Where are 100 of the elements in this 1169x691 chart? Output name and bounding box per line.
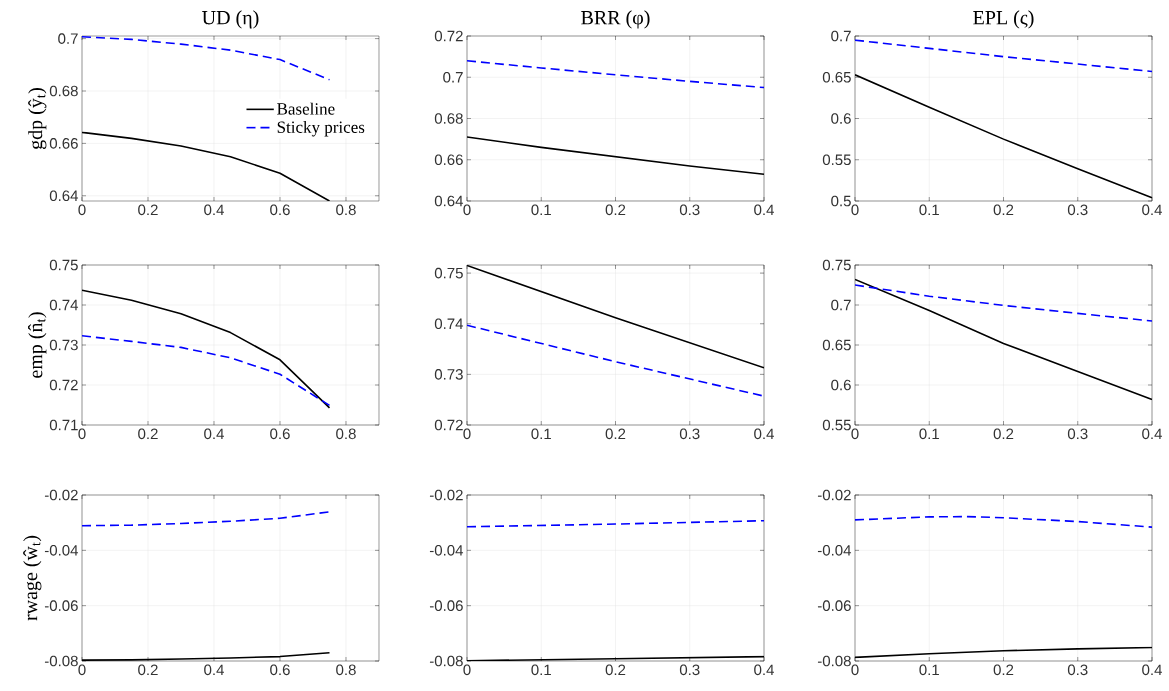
x-tick-label: 0.4 — [754, 664, 774, 676]
y-tick-label: -0.04 — [429, 545, 464, 556]
y-tick-label: 0.73 — [434, 369, 463, 380]
y-axis-title: rwage (ŵ$_{t}$) — [23, 535, 42, 621]
x-tick-label: 0.4 — [754, 428, 774, 440]
x-tick-label: 0.3 — [679, 204, 700, 216]
x-tick-label: 0.4 — [1142, 428, 1162, 440]
x-tick-label: 0.3 — [1067, 204, 1088, 216]
y-tick-label: 0.6 — [831, 379, 851, 391]
x-tick-label: 0.3 — [679, 428, 700, 440]
line-series — [82, 335, 331, 407]
y-tick-label: 0.7 — [58, 33, 78, 44]
x-tick-label: 0 — [851, 664, 859, 676]
y-tick-label: 0.72 — [49, 379, 78, 391]
x-tick-label: 0.1 — [919, 204, 939, 216]
x-tick-label: 0.2 — [138, 204, 158, 216]
x-tick-label: 0.8 — [336, 204, 356, 216]
x-tick-label: 0.6 — [270, 204, 290, 216]
y-tick-label: -0.02 — [429, 489, 463, 501]
y-axis-title: emp (n̂$_{t}$) — [28, 312, 47, 378]
y-tick-label: 0.66 — [49, 138, 78, 149]
y-tick-label: 0.72 — [434, 419, 463, 431]
y-tick-label: 0.6 — [831, 113, 851, 124]
x-tick-label: 0 — [78, 664, 86, 676]
x-tick-label: 0.4 — [754, 204, 774, 216]
y-tick-label: -0.08 — [44, 655, 78, 667]
x-tick-label: 0.3 — [1067, 664, 1088, 676]
x-tick-label: 0.2 — [138, 664, 158, 676]
y-tick-label: 0.5 — [831, 195, 851, 207]
y-tick-label: 0.64 — [49, 190, 79, 202]
x-tick-label: 0.8 — [336, 428, 356, 440]
x-tick-label: 0 — [463, 428, 471, 440]
line-series — [855, 39, 1153, 73]
x-tick-label: 0.6 — [270, 664, 290, 676]
x-tick-label: 0.4 — [1142, 664, 1162, 676]
line-series — [82, 36, 331, 81]
legend-label: Sticky prices — [277, 121, 365, 137]
y-tick-label: 0.74 — [49, 299, 79, 311]
y-tick-label: 0.74 — [434, 318, 464, 330]
x-tick-label: 0.4 — [204, 664, 224, 676]
x-tick-label: 0.1 — [531, 428, 551, 440]
x-tick-label: 0.2 — [993, 428, 1014, 440]
x-tick-label: 0.2 — [993, 204, 1014, 216]
line-series — [855, 515, 1153, 528]
y-tick-label: 0.7 — [831, 30, 851, 42]
y-tick-label: 0.7 — [831, 299, 851, 311]
y-tick-label: -0.04 — [44, 545, 79, 556]
y-tick-label: -0.06 — [429, 600, 463, 611]
line-series — [82, 511, 331, 527]
y-tick-label: -0.06 — [817, 600, 851, 611]
x-tick-label: 0 — [851, 204, 859, 216]
x-tick-label: 0.3 — [679, 664, 700, 676]
x-tick-label: 0.2 — [993, 664, 1014, 676]
chart-title: BRR (φ) — [581, 10, 650, 29]
y-tick-label: 0.72 — [434, 30, 463, 42]
y-tick-label: 0.75 — [434, 267, 463, 279]
y-tick-label: 0.71 — [49, 419, 78, 431]
y-tick-label: -0.02 — [44, 489, 78, 501]
y-tick-label: 0.66 — [434, 154, 463, 166]
legend-label: Baseline — [277, 102, 335, 115]
x-tick-label: 0 — [463, 664, 471, 676]
x-tick-label: 0.8 — [336, 664, 356, 676]
x-tick-label: 0.1 — [531, 204, 551, 216]
line-series — [467, 59, 765, 89]
y-tick-label: 0.75 — [49, 259, 78, 271]
y-tick-label: -0.06 — [44, 600, 78, 611]
y-tick-label: 0.68 — [49, 85, 78, 97]
y-tick-label: 0.55 — [822, 154, 851, 166]
line-series — [855, 284, 1153, 322]
x-tick-label: 0 — [78, 428, 86, 440]
chart-title: UD (η) — [202, 10, 259, 29]
y-tick-label: -0.08 — [429, 655, 463, 667]
y-tick-label: 0.73 — [49, 339, 78, 351]
y-tick-label: 0.55 — [822, 419, 851, 431]
x-tick-label: 0.1 — [531, 664, 551, 676]
y-tick-label: 0.65 — [822, 339, 851, 351]
y-tick-label: -0.02 — [817, 489, 851, 501]
y-tick-label: 0.64 — [434, 195, 464, 207]
x-tick-label: 0.4 — [204, 428, 224, 440]
x-tick-label: 0.2 — [605, 664, 626, 676]
y-tick-label: -0.04 — [817, 545, 852, 556]
y-tick-label: 0.75 — [822, 259, 851, 271]
x-tick-label: 0 — [851, 428, 859, 440]
x-tick-label: 0.4 — [1142, 204, 1162, 216]
x-tick-label: 0.2 — [138, 428, 158, 440]
x-tick-label: 0.2 — [605, 428, 626, 440]
x-tick-label: 0 — [463, 204, 471, 216]
x-tick-label: 0.1 — [919, 428, 939, 440]
chart-title: EPL (ς) — [973, 10, 1034, 29]
y-axis-title: gdp (ŷ$_{t}$) — [28, 88, 47, 149]
x-tick-label: 0.6 — [270, 428, 290, 440]
y-tick-label: 0.65 — [822, 71, 851, 83]
x-tick-label: 0.2 — [605, 204, 626, 216]
x-tick-label: 0 — [78, 204, 86, 216]
y-tick-label: 0.68 — [434, 113, 463, 124]
y-tick-label: 0.7 — [443, 71, 463, 83]
x-tick-label: 0.3 — [1067, 428, 1088, 440]
y-tick-label: -0.08 — [817, 655, 851, 667]
x-tick-label: 0.4 — [204, 204, 224, 216]
x-tick-label: 0.1 — [919, 664, 939, 676]
